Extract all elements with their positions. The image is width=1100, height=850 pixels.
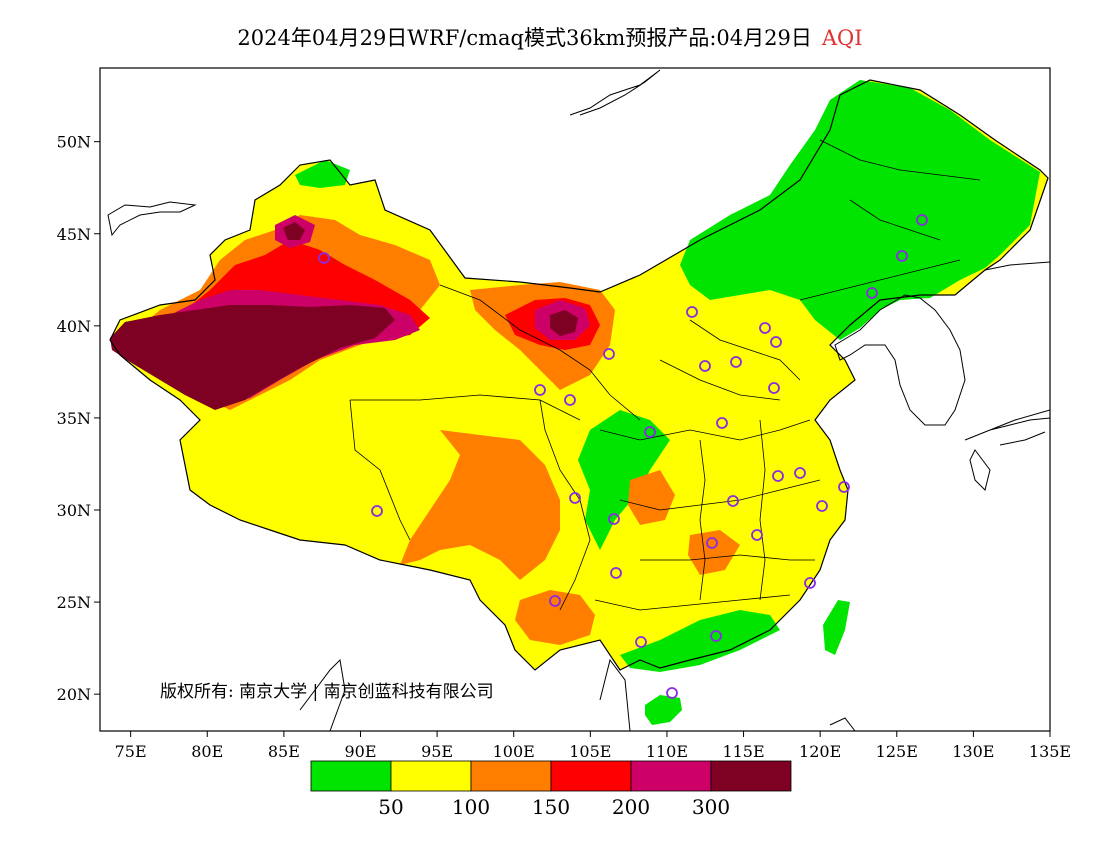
legend-swatch (390, 760, 472, 792)
legend-label: 200 (612, 795, 650, 819)
station-markers (318, 214, 928, 699)
x-tick-label: 130E (952, 742, 994, 761)
station-marker (838, 481, 850, 493)
station-marker (896, 250, 908, 262)
station-marker (318, 252, 330, 264)
x-tick-label: 80E (191, 742, 223, 761)
region-maroon-nmg (550, 310, 578, 336)
station-marker (710, 630, 722, 642)
y-tick-label: 45N (57, 225, 91, 244)
legend-swatch (470, 760, 552, 792)
legend-label: 100 (452, 795, 490, 819)
legend-swatch (550, 760, 632, 792)
title-product: AQI (821, 26, 863, 50)
station-marker (371, 505, 383, 517)
coastline-neighbors (107, 69, 1050, 731)
station-marker (706, 537, 718, 549)
legend-label: 300 (692, 795, 730, 819)
station-marker (804, 577, 816, 589)
x-tick-label: 105E (569, 742, 611, 761)
y-tick-label: 30N (57, 501, 91, 520)
station-marker (608, 513, 620, 525)
y-tick-label: 40N (57, 317, 91, 336)
y-axis: 50N 45N 40N 35N 30N 25N 20N (57, 133, 100, 704)
region-orange-hunan (688, 530, 740, 575)
y-tick-label: 50N (57, 133, 91, 152)
station-marker (759, 322, 771, 334)
y-tick-label: 35N (57, 409, 91, 428)
station-marker (772, 470, 784, 482)
station-marker (716, 417, 728, 429)
hainan-island (645, 695, 682, 725)
legend-label: 150 (532, 795, 570, 819)
station-marker (770, 336, 782, 348)
x-tick-label: 110E (646, 742, 688, 761)
taiwan-island (823, 600, 850, 655)
color-legend: 50 100 150 200 300 (310, 760, 792, 819)
y-tick-label: 25N (57, 593, 91, 612)
map-frame (99, 67, 1051, 732)
legend-swatch (630, 760, 712, 792)
station-marker (610, 567, 622, 579)
region-orange-central (628, 470, 675, 525)
x-tick-label: 100E (493, 742, 535, 761)
x-axis: 75E 80E 85E 90E 95E 100E 105E 110E 115E 120E 125E 1… (115, 731, 1071, 761)
map-content (107, 69, 1050, 731)
region-green-northeast (680, 80, 1040, 340)
station-marker (730, 356, 742, 368)
station-marker (569, 492, 581, 504)
station-marker (686, 306, 698, 318)
x-tick-label: 125E (876, 742, 918, 761)
x-tick-label: 135E (1029, 742, 1071, 761)
x-tick-label: 115E (722, 742, 764, 761)
china-outline (109, 79, 1049, 671)
region-maroon-north (283, 222, 305, 240)
station-marker (916, 214, 928, 226)
x-tick-label: 85E (268, 742, 300, 761)
station-marker (644, 426, 656, 438)
station-marker (751, 529, 763, 541)
x-tick-label: 120E (799, 742, 841, 761)
station-marker (666, 687, 678, 699)
region-green-central (578, 410, 670, 550)
x-tick-label: 95E (421, 742, 453, 761)
y-tick-label: 20N (57, 685, 91, 704)
title-main: 2024年04月29日WRF/cmaq模式36km预报产品:04月29日 (237, 26, 812, 50)
region-green-south (620, 610, 780, 672)
legend-swatch (310, 760, 392, 792)
station-marker (635, 636, 647, 648)
copyright-text: 版权所有: 南京大学 | 南京创蓝科技有限公司 (160, 682, 494, 702)
x-tick-label: 90E (344, 742, 376, 761)
map-title: 2024年04月29日WRF/cmaq模式36km预报产品:04月29日 AQI (0, 22, 1100, 52)
region-maroon-tarim (110, 305, 395, 410)
legend-label: 50 (378, 795, 403, 819)
station-marker (564, 394, 576, 406)
station-marker (549, 595, 561, 607)
station-marker (534, 384, 546, 396)
station-marker (603, 348, 615, 360)
region-orange-sichuan (400, 430, 560, 580)
region-orange-yunnan (515, 590, 595, 645)
station-marker (768, 382, 780, 394)
station-marker (816, 500, 828, 512)
station-marker (866, 287, 878, 299)
legend-swatch (710, 760, 792, 792)
station-marker (727, 495, 739, 507)
x-tick-label: 75E (115, 742, 147, 761)
station-marker (699, 360, 711, 372)
station-marker (794, 467, 806, 479)
